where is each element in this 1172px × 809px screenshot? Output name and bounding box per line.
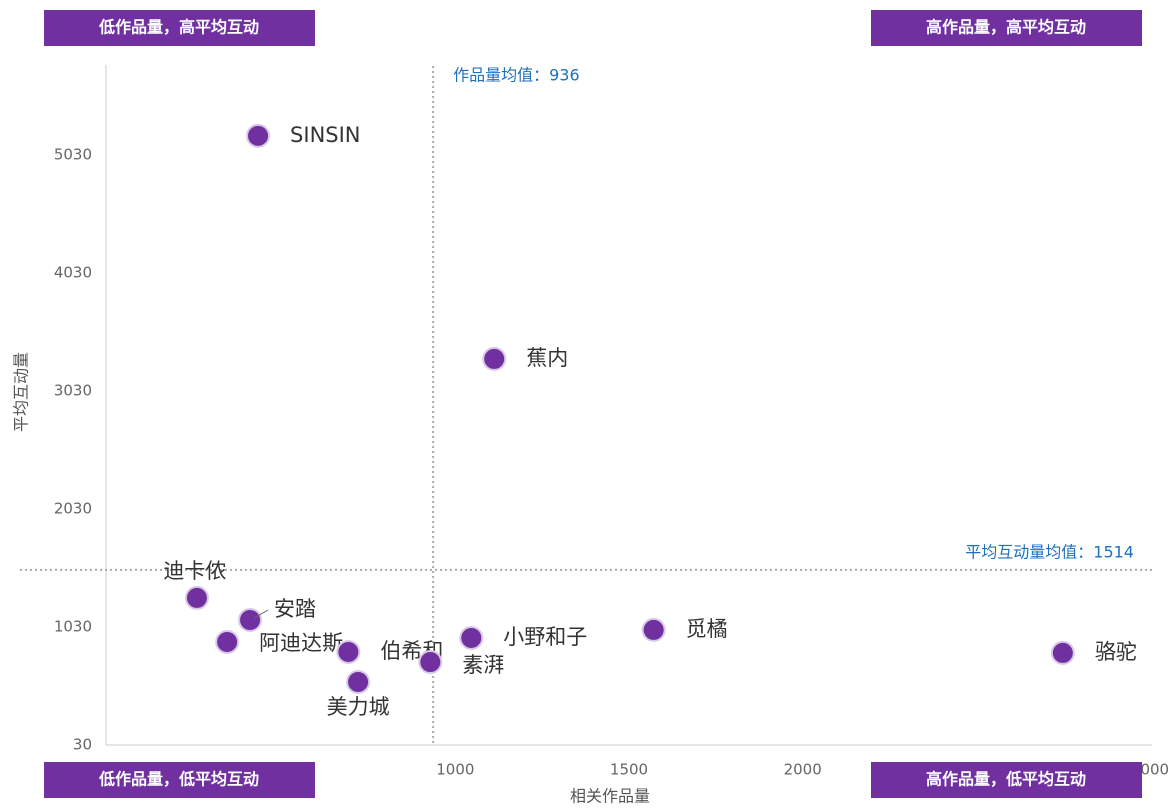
y-tick-label: 2030 (54, 499, 92, 517)
point (238, 608, 263, 633)
x-mean-label: 作品量均值：936 (453, 66, 580, 85)
x-tick-label: 2000 (784, 761, 822, 779)
y-tick-label: 4030 (54, 263, 92, 281)
point-label: 阿迪达斯 (259, 631, 343, 655)
y-axis-label: 平均互动量 (12, 352, 31, 432)
point-label: 安踏 (274, 597, 316, 621)
point-label: 觅橘 (686, 617, 728, 641)
quadrant-banner (44, 762, 315, 798)
quadrant-label: 高作品量，高平均互动 (926, 18, 1086, 37)
point-label: 小野和子 (503, 625, 587, 649)
point (184, 585, 209, 610)
point (336, 639, 361, 664)
quadrant-banner (871, 762, 1142, 798)
point (1050, 640, 1075, 665)
quadrant-label: 高作品量，低平均互动 (926, 770, 1086, 789)
x-tick-label: 1000 (436, 761, 474, 779)
y-tick-label: 1030 (54, 617, 92, 635)
point (482, 346, 507, 371)
point (215, 629, 240, 654)
y-mean-label: 平均互动量均值：1514 (965, 542, 1134, 561)
leader (253, 609, 269, 619)
point-label: 骆驼 (1095, 640, 1137, 664)
point (641, 617, 666, 642)
point-label: 美力城 (327, 695, 390, 719)
point (346, 669, 371, 694)
y-tick-label: 5030 (54, 145, 92, 163)
point-label: 蕉内 (526, 346, 568, 370)
x-tick-label: 1500 (610, 761, 648, 779)
y-tick-label: 30 (73, 736, 92, 754)
quadrant-banner (871, 10, 1142, 46)
point (418, 650, 443, 675)
point-label: 素湃 (462, 653, 504, 677)
y-tick-label: 3030 (54, 381, 92, 399)
quadrant-label: 低作品量，高平均互动 (98, 18, 259, 37)
point (246, 123, 271, 148)
point (459, 625, 484, 650)
point-label: 迪卡侬 (163, 559, 226, 583)
x-axis-label: 相关作品量 (570, 787, 650, 806)
quadrant-banner (44, 10, 315, 46)
quadrant-label: 低作品量，低平均互动 (98, 770, 259, 789)
point-label: SINSIN (290, 123, 360, 147)
